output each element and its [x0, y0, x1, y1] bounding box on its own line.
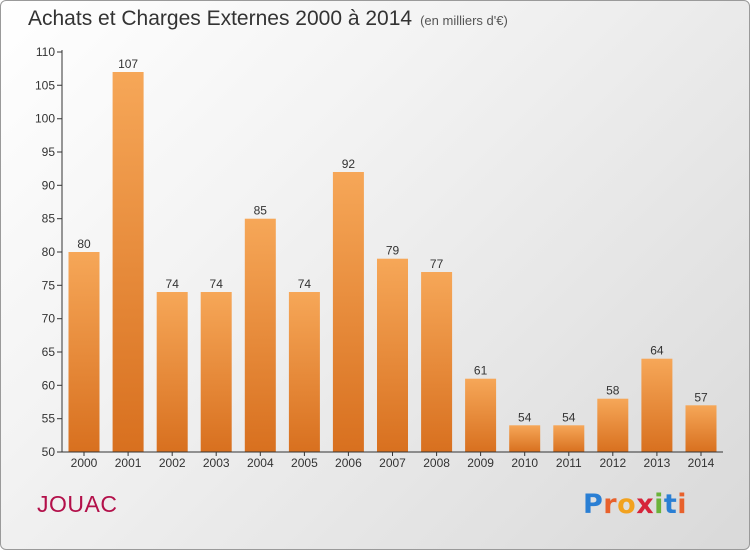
logo-letter: r — [603, 489, 618, 520]
y-tick-label-75: 75 — [42, 278, 56, 292]
x-tick-label-2009: 2009 — [467, 456, 494, 470]
value-label-2001: 107 — [118, 57, 138, 71]
logo-letter: i — [677, 489, 688, 520]
chart-subtitle: (en milliers d'€) — [420, 13, 508, 28]
bar-2004 — [244, 218, 276, 452]
bar-2002 — [156, 292, 188, 452]
bars-group: 80 107 74 74 85 74 92 79 77 61 54 54 58 64 57 — [68, 57, 717, 452]
y-tick-label-60: 60 — [42, 378, 56, 392]
bar-2006 — [332, 172, 364, 452]
value-label-2009: 61 — [474, 364, 488, 378]
x-tick-label-2000: 2000 — [71, 456, 98, 470]
value-label-2013: 64 — [650, 344, 664, 358]
chart-title: Achats et Charges Externes 2000 à 2014 (e… — [28, 7, 508, 31]
commune-name: JOUAC — [37, 491, 118, 517]
x-tick-label-2014: 2014 — [688, 456, 715, 470]
y-tick-label-90: 90 — [42, 178, 56, 192]
y-tick-label-100: 100 — [35, 112, 55, 126]
y-tick-label-80: 80 — [42, 245, 56, 259]
bar-2001 — [112, 72, 144, 452]
bar-2012 — [597, 398, 629, 452]
value-label-2000: 80 — [77, 237, 91, 251]
chart-title-text: Achats et Charges Externes 2000 à 2014 — [28, 7, 413, 30]
axes-group: 2000 2001 2002 2003 2004 2005 2006 2007 2008 2009… — [35, 45, 723, 470]
value-label-2008: 77 — [430, 257, 444, 271]
x-tick-label-2002: 2002 — [159, 456, 186, 470]
bar-2010 — [509, 425, 541, 452]
value-label-2014: 57 — [694, 390, 708, 404]
x-tick-label-2007: 2007 — [379, 456, 406, 470]
x-tick-label-2005: 2005 — [291, 456, 318, 470]
x-tick-label-2003: 2003 — [203, 456, 230, 470]
y-tick-label-50: 50 — [42, 445, 56, 459]
y-tick-label-55: 55 — [42, 412, 56, 426]
value-label-2005: 74 — [298, 277, 312, 291]
y-tick-label-65: 65 — [42, 345, 56, 359]
bar-2011 — [553, 425, 585, 452]
value-label-2012: 58 — [606, 384, 620, 398]
value-label-2011: 54 — [562, 410, 576, 424]
value-label-2003: 74 — [210, 277, 224, 291]
value-label-2002: 74 — [166, 277, 180, 291]
bar-2014 — [685, 405, 717, 452]
value-label-2010: 54 — [518, 410, 532, 424]
bar-2007 — [377, 258, 408, 452]
bar-2003 — [200, 292, 232, 452]
logo-letter: x — [636, 489, 655, 520]
x-tick-label-2008: 2008 — [423, 456, 450, 470]
x-tick-label-2011: 2011 — [556, 456, 582, 470]
bar-2009 — [465, 378, 497, 452]
value-label-2006: 92 — [342, 157, 356, 171]
x-tick-label-2012: 2012 — [599, 456, 626, 470]
value-label-2007: 79 — [386, 244, 400, 258]
bar-2005 — [288, 292, 320, 452]
x-tick-label-2013: 2013 — [644, 456, 671, 470]
bar-2000 — [68, 252, 100, 452]
bar-2008 — [421, 272, 453, 452]
x-tick-label-2001: 2001 — [115, 456, 142, 470]
logo-letter: o — [617, 489, 637, 520]
logo-letter: i — [654, 489, 664, 520]
y-tick-label-70: 70 — [42, 312, 56, 326]
proxiti-logo[interactable]: Proxiti — [583, 489, 687, 520]
logo-letter: P — [583, 489, 604, 520]
bar-2013 — [641, 358, 673, 452]
logo-letter: t — [663, 489, 678, 520]
y-tick-label-110: 110 — [36, 45, 55, 59]
x-tick-label-2010: 2010 — [511, 456, 538, 470]
y-tick-label-85: 85 — [42, 212, 56, 226]
y-tick-label-95: 95 — [42, 145, 56, 159]
value-label-2004: 85 — [254, 204, 268, 218]
x-tick-label-2006: 2006 — [335, 456, 362, 470]
y-tick-label-105: 105 — [35, 78, 55, 92]
x-tick-label-2004: 2004 — [247, 456, 274, 470]
